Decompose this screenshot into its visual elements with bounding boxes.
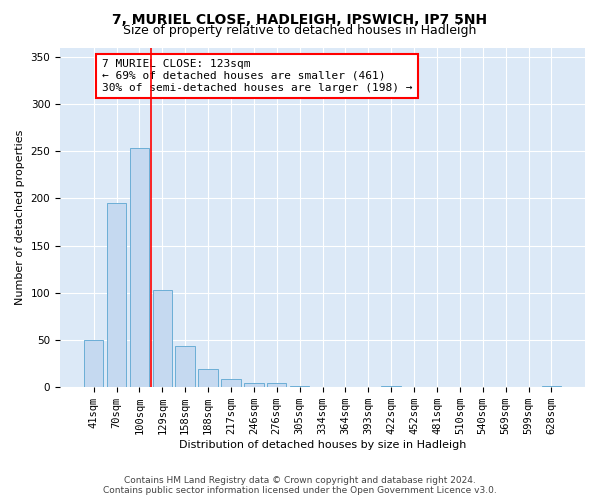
Bar [130,148,149,387]
Bar [107,203,126,387]
Bar [199,370,218,387]
Bar [542,386,561,387]
Text: Size of property relative to detached houses in Hadleigh: Size of property relative to detached ho… [124,24,476,37]
Bar [244,384,263,387]
Text: 7, MURIEL CLOSE, HADLEIGH, IPSWICH, IP7 5NH: 7, MURIEL CLOSE, HADLEIGH, IPSWICH, IP7 … [112,12,488,26]
Text: 7 MURIEL CLOSE: 123sqm
← 69% of detached houses are smaller (461)
30% of semi-de: 7 MURIEL CLOSE: 123sqm ← 69% of detached… [102,60,413,92]
Bar [84,340,103,387]
Text: Contains HM Land Registry data © Crown copyright and database right 2024.
Contai: Contains HM Land Registry data © Crown c… [103,476,497,495]
Bar [221,378,241,387]
Bar [290,386,310,387]
Bar [382,386,401,387]
Bar [175,346,195,387]
Bar [267,384,286,387]
Y-axis label: Number of detached properties: Number of detached properties [15,130,25,305]
X-axis label: Distribution of detached houses by size in Hadleigh: Distribution of detached houses by size … [179,440,466,450]
Bar [152,290,172,387]
